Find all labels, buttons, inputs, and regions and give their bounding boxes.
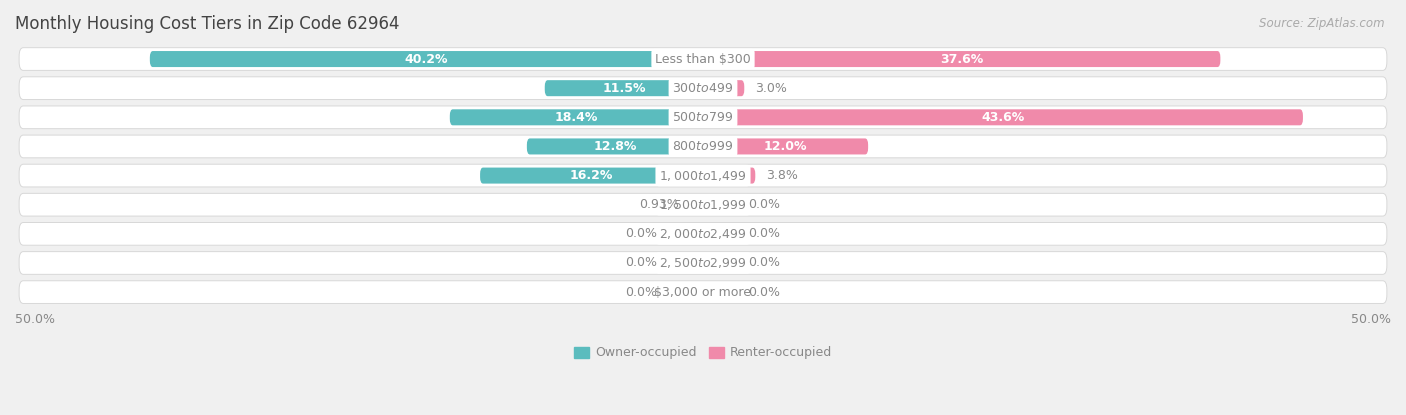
Legend: Owner-occupied, Renter-occupied: Owner-occupied, Renter-occupied — [568, 342, 838, 364]
Text: 0.0%: 0.0% — [626, 256, 658, 269]
Text: 18.4%: 18.4% — [555, 111, 598, 124]
Text: 43.6%: 43.6% — [981, 111, 1025, 124]
Text: $2,500 to $2,999: $2,500 to $2,999 — [659, 256, 747, 270]
Text: 0.0%: 0.0% — [626, 227, 658, 240]
FancyBboxPatch shape — [703, 109, 1303, 125]
Text: 0.0%: 0.0% — [748, 198, 780, 211]
FancyBboxPatch shape — [669, 226, 703, 242]
FancyBboxPatch shape — [450, 109, 703, 125]
Text: $500 to $799: $500 to $799 — [672, 111, 734, 124]
Text: Less than $300: Less than $300 — [655, 53, 751, 66]
Text: Monthly Housing Cost Tiers in Zip Code 62964: Monthly Housing Cost Tiers in Zip Code 6… — [15, 15, 399, 33]
Text: $300 to $499: $300 to $499 — [672, 82, 734, 95]
Text: 12.8%: 12.8% — [593, 140, 637, 153]
Text: 0.0%: 0.0% — [748, 256, 780, 269]
Text: 11.5%: 11.5% — [602, 82, 645, 95]
FancyBboxPatch shape — [703, 80, 744, 96]
FancyBboxPatch shape — [20, 281, 1386, 303]
Text: 0.0%: 0.0% — [748, 227, 780, 240]
Text: 16.2%: 16.2% — [569, 169, 613, 182]
Text: $800 to $999: $800 to $999 — [672, 140, 734, 153]
FancyBboxPatch shape — [544, 80, 703, 96]
FancyBboxPatch shape — [20, 106, 1386, 129]
FancyBboxPatch shape — [669, 284, 703, 300]
FancyBboxPatch shape — [20, 135, 1386, 158]
FancyBboxPatch shape — [150, 51, 703, 67]
FancyBboxPatch shape — [20, 164, 1386, 187]
Text: 0.93%: 0.93% — [640, 198, 679, 211]
FancyBboxPatch shape — [527, 139, 703, 154]
Text: 0.0%: 0.0% — [626, 286, 658, 299]
Text: $3,000 or more: $3,000 or more — [655, 286, 751, 299]
Text: Source: ZipAtlas.com: Source: ZipAtlas.com — [1260, 17, 1385, 29]
Text: 37.6%: 37.6% — [941, 53, 983, 66]
Text: 50.0%: 50.0% — [15, 312, 55, 325]
Text: 12.0%: 12.0% — [763, 140, 807, 153]
FancyBboxPatch shape — [20, 77, 1386, 100]
FancyBboxPatch shape — [703, 284, 737, 300]
FancyBboxPatch shape — [479, 168, 703, 183]
FancyBboxPatch shape — [669, 255, 703, 271]
Text: 3.8%: 3.8% — [766, 169, 799, 182]
Text: $1,500 to $1,999: $1,500 to $1,999 — [659, 198, 747, 212]
Text: 50.0%: 50.0% — [1351, 312, 1391, 325]
FancyBboxPatch shape — [703, 226, 737, 242]
FancyBboxPatch shape — [20, 48, 1386, 71]
Text: $2,000 to $2,499: $2,000 to $2,499 — [659, 227, 747, 241]
Text: 0.0%: 0.0% — [748, 286, 780, 299]
Text: $1,000 to $1,499: $1,000 to $1,499 — [659, 168, 747, 183]
FancyBboxPatch shape — [20, 251, 1386, 274]
FancyBboxPatch shape — [703, 197, 737, 213]
FancyBboxPatch shape — [20, 222, 1386, 245]
Text: 3.0%: 3.0% — [755, 82, 787, 95]
FancyBboxPatch shape — [703, 139, 868, 154]
FancyBboxPatch shape — [703, 168, 755, 183]
Text: 40.2%: 40.2% — [405, 53, 449, 66]
FancyBboxPatch shape — [703, 51, 1220, 67]
FancyBboxPatch shape — [20, 193, 1386, 216]
FancyBboxPatch shape — [690, 197, 703, 213]
FancyBboxPatch shape — [703, 255, 737, 271]
